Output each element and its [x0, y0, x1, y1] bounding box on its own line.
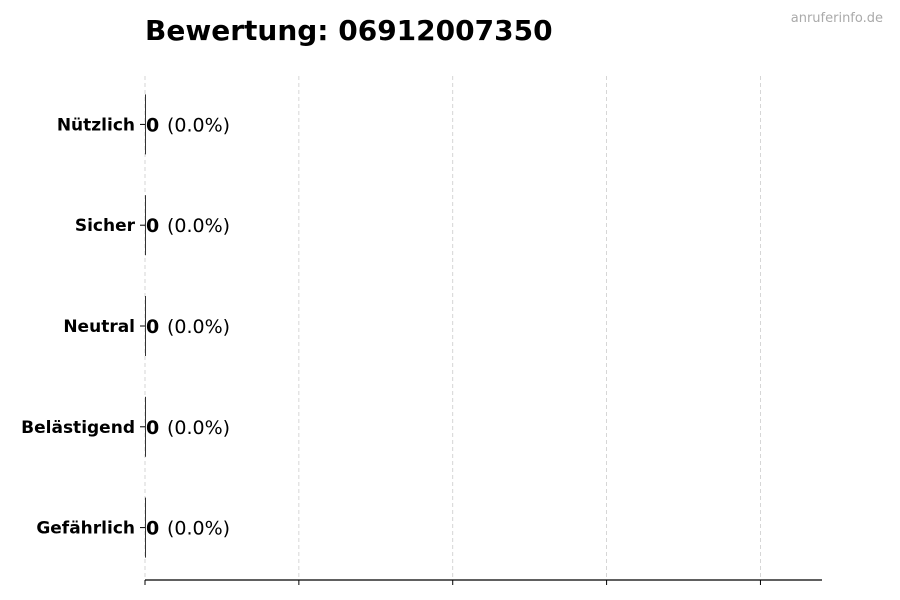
value-label: 0 [146, 518, 159, 540]
watermark: anruferinfo.de [791, 11, 883, 26]
bar [145, 195, 146, 256]
bar [145, 296, 146, 356]
chart-title: Bewertung: 06912007350 [145, 14, 553, 47]
percent-label: (0.0%) [167, 316, 230, 338]
category-label: Nützlich [57, 115, 135, 135]
bar [145, 396, 146, 457]
value-label: 0 [146, 417, 159, 439]
category-label: Belästigend [21, 418, 135, 438]
category-label: Gefährlich [36, 519, 135, 539]
percent-label: (0.0%) [167, 417, 230, 439]
percent-label: (0.0%) [167, 114, 230, 136]
category-label: Sicher [75, 216, 136, 236]
value-label: 0 [146, 114, 159, 136]
bar [145, 94, 146, 155]
category-label: Neutral [63, 317, 135, 337]
bar [145, 497, 146, 558]
percent-label: (0.0%) [167, 518, 230, 540]
value-label: 0 [146, 316, 159, 338]
percent-label: (0.0%) [167, 215, 230, 237]
value-label: 0 [146, 215, 159, 237]
